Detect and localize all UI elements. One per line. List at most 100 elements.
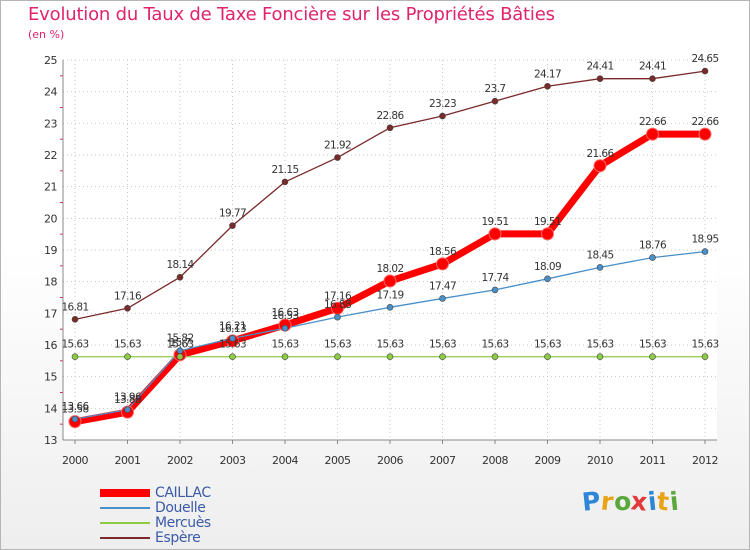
data-point [281, 353, 289, 361]
data-label: 17.19 [376, 289, 403, 301]
data-label: 13.88 [114, 394, 141, 406]
y-tick-label: 15 [44, 371, 57, 384]
data-label: 15.63 [429, 339, 456, 351]
proxiti-logo: Proxiti [581, 486, 681, 517]
data-point [71, 353, 79, 361]
data-point [439, 353, 446, 361]
data-label: 16.13 [219, 323, 246, 335]
data-label: 24.65 [691, 53, 718, 65]
data-label: 15.63 [324, 339, 351, 351]
data-point [491, 286, 499, 294]
data-point [334, 353, 341, 361]
chart-legend: CAILLAC Douelle Mercuès Espère [100, 485, 320, 546]
x-tick-label: 2007 [430, 454, 456, 467]
data-point [698, 127, 712, 141]
data-label: 22.86 [376, 110, 404, 122]
data-label: 15.63 [166, 339, 193, 351]
data-label: 18.56 [429, 246, 457, 258]
x-tick-label: 2008 [482, 454, 508, 467]
data-label: 16.88 [324, 299, 351, 311]
x-tick-label: 2006 [377, 454, 403, 467]
data-point [386, 124, 394, 132]
legend-item: Mercuès [100, 515, 320, 531]
y-tick-label: 16 [44, 339, 57, 352]
data-label: 13.58 [61, 404, 88, 416]
x-tick-label: 2004 [272, 454, 298, 467]
legend-swatch [100, 507, 150, 509]
data-label: 15.63 [691, 339, 718, 351]
legend-item: Espère [100, 530, 320, 546]
data-point [649, 353, 656, 361]
data-point [701, 353, 709, 361]
data-label: 15.7 [170, 337, 191, 349]
data-label: 18.02 [376, 263, 403, 275]
data-point [701, 248, 709, 255]
data-label: 18.45 [586, 249, 613, 261]
data-point [229, 222, 236, 229]
legend-item: CAILLAC [100, 485, 320, 501]
data-label: 13.96 [114, 392, 142, 404]
data-point [439, 295, 446, 302]
y-tick-label: 13 [44, 434, 57, 447]
data-point [334, 154, 341, 161]
data-point [544, 275, 551, 283]
legend-item: Douelle [100, 500, 320, 516]
legend-swatch [100, 489, 150, 497]
data-point [701, 67, 709, 75]
data-point [334, 313, 341, 321]
x-tick-label: 2003 [220, 454, 246, 467]
data-label: 16.81 [61, 301, 88, 313]
data-label: 18.95 [691, 234, 718, 246]
data-point [436, 257, 449, 271]
x-tick-label: 2001 [115, 454, 141, 467]
legend-label: CAILLAC [155, 485, 211, 501]
data-label: 21.15 [271, 164, 298, 176]
data-label: 22.66 [691, 116, 719, 128]
x-tick-label: 2012 [692, 454, 718, 467]
data-label: 18.09 [534, 261, 561, 273]
logo-letter: i [668, 486, 681, 517]
y-tick-label: 14 [44, 402, 57, 415]
data-point [491, 353, 499, 361]
y-tick-label: 25 [44, 54, 57, 67]
data-point [229, 353, 236, 361]
y-tick-label: 24 [44, 86, 57, 99]
data-label: 24.41 [639, 61, 666, 73]
y-tick-label: 21 [44, 181, 57, 194]
data-label: 19.77 [219, 208, 246, 220]
data-label: 15.63 [534, 339, 561, 351]
data-point [124, 353, 131, 361]
x-tick-label: 2005 [325, 454, 351, 467]
data-label: 16.53 [271, 310, 298, 322]
data-point [124, 304, 131, 312]
data-label: 23.7 [485, 83, 506, 95]
data-label: 13.66 [61, 401, 89, 413]
data-point [541, 227, 554, 241]
data-label: 15.63 [61, 339, 88, 351]
data-point [596, 75, 604, 82]
data-label: 15.82 [166, 333, 193, 345]
data-label: 15.63 [586, 339, 613, 351]
data-point [383, 274, 397, 288]
data-point [176, 273, 184, 281]
legend-label: Espère [155, 530, 201, 546]
data-label: 17.74 [481, 272, 509, 284]
data-label: 15.63 [639, 339, 666, 351]
data-point [649, 75, 656, 82]
data-label: 18.76 [639, 240, 667, 252]
data-label: 15.63 [481, 339, 508, 351]
y-tick-label: 17 [44, 307, 57, 320]
data-point [544, 82, 551, 90]
data-point [229, 335, 236, 342]
data-label: 22.66 [639, 116, 667, 128]
data-label: 15.63 [271, 339, 298, 351]
data-label: 24.41 [586, 61, 613, 73]
x-tick-label: 2002 [167, 454, 193, 467]
y-tick-label: 19 [44, 244, 57, 257]
data-point [124, 406, 131, 413]
data-label: 15.63 [114, 339, 141, 351]
data-point [281, 324, 289, 332]
data-label: 19.51 [481, 216, 508, 228]
data-label: 18.14 [166, 259, 194, 271]
data-label: 17.16 [324, 290, 352, 302]
